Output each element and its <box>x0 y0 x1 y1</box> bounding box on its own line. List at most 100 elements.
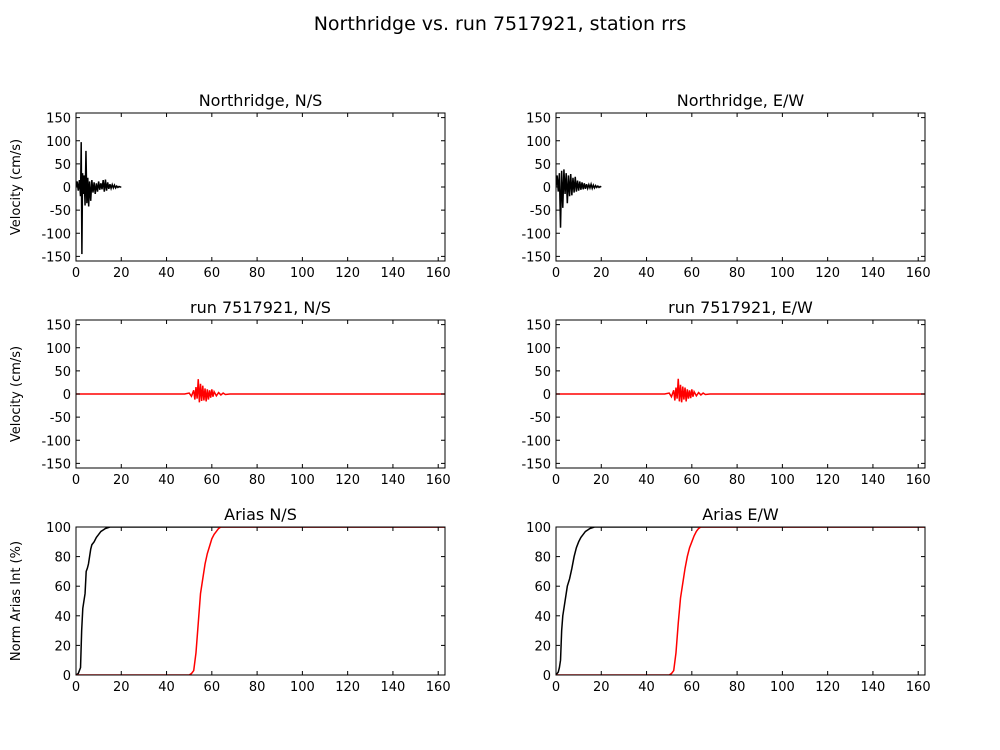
axes-frame <box>555 526 926 676</box>
y-tick-label: -150 <box>521 457 551 472</box>
x-tick-label: 60 <box>204 473 221 488</box>
y-tick-label: -100 <box>521 227 551 242</box>
data-series-line-1 <box>556 169 602 228</box>
y-tick-label: 60 <box>54 580 71 595</box>
subplot-1: 0 20 40 60 80 100 120 140 160 -150 -100 -50 0 50 100 15… <box>9 91 451 281</box>
y-tick-label: 40 <box>54 610 71 625</box>
x-tick-label: 40 <box>638 473 655 488</box>
x-tick-label: 40 <box>158 266 175 281</box>
subplot-title: Arias N/S <box>224 505 297 524</box>
y-tick-label: 0 <box>543 388 551 403</box>
x-tick-label: 0 <box>72 680 80 695</box>
x-tick-label: 20 <box>593 473 610 488</box>
y-tick-label: 0 <box>543 669 551 684</box>
y-tick-label: 100 <box>526 135 551 150</box>
x-tick-label: 20 <box>593 266 610 281</box>
x-tick-label: 160 <box>426 473 451 488</box>
y-tick-label: 0 <box>63 181 71 196</box>
x-tick-label: 140 <box>861 266 886 281</box>
y-tick-label: 50 <box>534 158 551 173</box>
axes-frame <box>555 112 926 262</box>
x-tick-label: 100 <box>290 473 315 488</box>
axes-frame <box>75 112 446 262</box>
x-tick-label: 80 <box>249 680 266 695</box>
x-tick-label: 20 <box>113 473 130 488</box>
x-tick-label: 160 <box>906 473 931 488</box>
x-tick-label: 140 <box>861 680 886 695</box>
y-tick-label: 50 <box>54 365 71 380</box>
x-tick-label: 0 <box>552 473 560 488</box>
x-tick-label: 40 <box>158 473 175 488</box>
y-axis-label: Velocity (cm/s) <box>9 139 24 235</box>
x-tick-label: 120 <box>815 266 840 281</box>
x-tick-label: 80 <box>729 266 746 281</box>
x-tick-label: 140 <box>381 473 406 488</box>
subplot-2: 0 20 40 60 80 100 120 140 160 -150 -100 -50 0 50 100 15… <box>521 91 930 281</box>
subplot-3: 0 20 40 60 80 100 120 140 160 -150 -100 -50 0 50 100 15… <box>9 298 451 488</box>
subplot-title: Arias E/W <box>702 505 779 524</box>
x-tick-label: 0 <box>72 266 80 281</box>
x-tick-label: 60 <box>204 680 221 695</box>
y-tick-label: -150 <box>41 457 71 472</box>
y-tick-label: 150 <box>46 112 71 127</box>
x-tick-label: 0 <box>552 680 560 695</box>
data-series-line-1 <box>556 527 925 675</box>
x-tick-label: 120 <box>335 680 360 695</box>
data-series-line-2 <box>76 527 445 675</box>
y-tick-label: 150 <box>526 112 551 127</box>
y-axis-label: Velocity (cm/s) <box>9 346 24 442</box>
y-tick-label: -50 <box>530 411 551 426</box>
x-tick-label: 100 <box>770 266 795 281</box>
x-tick-label: 80 <box>249 266 266 281</box>
x-tick-label: 100 <box>770 473 795 488</box>
subplot-4: 0 20 40 60 80 100 120 140 160 -150 -100 -50 0 50 100 15… <box>521 298 930 488</box>
y-tick-label: 0 <box>63 388 71 403</box>
y-tick-label: 50 <box>534 365 551 380</box>
subplot-5: 0 20 40 60 80 100 120 140 160 0 20 40 60 80 100 Arias N… <box>9 505 451 695</box>
axes-frame <box>75 526 446 676</box>
x-tick-label: 100 <box>290 680 315 695</box>
x-tick-label: 120 <box>335 473 360 488</box>
x-tick-label: 60 <box>204 266 221 281</box>
y-tick-label: 80 <box>54 551 71 566</box>
y-tick-label: 80 <box>534 551 551 566</box>
x-tick-label: 80 <box>249 473 266 488</box>
x-tick-label: 100 <box>770 680 795 695</box>
x-tick-label: 120 <box>335 266 360 281</box>
x-tick-label: 160 <box>906 680 931 695</box>
y-tick-label: 20 <box>54 639 71 654</box>
y-tick-label: 150 <box>46 319 71 334</box>
data-series-line-1 <box>76 142 122 255</box>
figure-suptitle: Northridge vs. run 7517921, station rrs <box>314 13 687 35</box>
y-tick-label: 100 <box>526 342 551 357</box>
x-tick-label: 20 <box>113 266 130 281</box>
y-tick-label: -50 <box>530 204 551 219</box>
x-tick-label: 0 <box>552 266 560 281</box>
y-tick-label: -50 <box>50 411 71 426</box>
x-tick-label: 80 <box>729 473 746 488</box>
subplot-title: Northridge, E/W <box>677 91 805 110</box>
y-tick-label: -100 <box>41 227 71 242</box>
x-tick-label: 100 <box>290 266 315 281</box>
y-tick-label: 40 <box>534 610 551 625</box>
x-tick-label: 20 <box>113 680 130 695</box>
subplot-title: Northridge, N/S <box>199 91 323 110</box>
y-tick-label: -150 <box>41 250 71 265</box>
x-tick-label: 120 <box>815 680 840 695</box>
x-tick-label: 160 <box>906 266 931 281</box>
x-tick-label: 60 <box>684 266 701 281</box>
y-tick-label: 0 <box>543 181 551 196</box>
y-tick-label: 100 <box>46 521 71 536</box>
y-tick-label: 100 <box>526 521 551 536</box>
subplot-6: 0 20 40 60 80 100 120 140 160 0 20 40 60 80 100 Arias E… <box>526 505 930 695</box>
x-tick-label: 140 <box>381 680 406 695</box>
x-tick-label: 60 <box>684 473 701 488</box>
x-tick-label: 140 <box>861 473 886 488</box>
y-tick-label: 100 <box>46 135 71 150</box>
x-tick-label: 160 <box>426 266 451 281</box>
subplot-title: run 7517921, N/S <box>190 298 331 317</box>
y-axis-label: Norm Arias Int (%) <box>9 541 24 661</box>
y-tick-label: 60 <box>534 580 551 595</box>
x-tick-label: 40 <box>638 680 655 695</box>
